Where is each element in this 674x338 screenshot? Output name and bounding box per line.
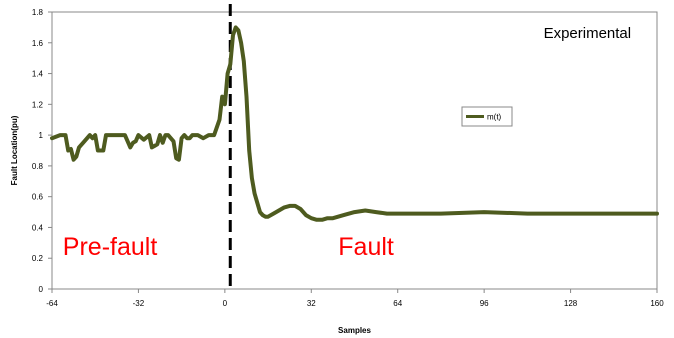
x-axis-label: Samples	[338, 326, 371, 335]
y-tick-label: 1.4	[32, 70, 44, 79]
series-line-m-t	[50, 25, 659, 222]
y-tick-label: 1	[39, 131, 44, 140]
y-tick-label: 0.6	[32, 193, 44, 202]
x-tick-label: 128	[564, 299, 578, 308]
x-tick-label: 64	[393, 299, 402, 308]
y-tick-label: 0.4	[32, 223, 44, 232]
y-tick-label: 1.6	[32, 39, 44, 48]
y-tick-label: 1.2	[32, 100, 44, 109]
x-tick-label: -32	[133, 299, 145, 308]
x-tick-label: 160	[650, 299, 664, 308]
legend-box	[461, 106, 513, 127]
y-axis-label: Fault Location(pu)	[10, 115, 19, 185]
x-tick-label: 96	[480, 299, 489, 308]
y-tick-label: 0.2	[32, 254, 44, 263]
x-tick-label: 32	[307, 299, 316, 308]
x-tick-label: -64	[46, 299, 58, 308]
legend-entry-m-t: m(t)	[487, 113, 502, 122]
pre-fault-label: Pre-fault	[63, 233, 158, 261]
plot-area-frame	[51, 11, 658, 290]
fault-label: Fault	[338, 233, 394, 261]
y-tick-label: 0	[39, 285, 44, 294]
experimental-label: Experimental	[544, 25, 632, 42]
y-tick-label: 1.8	[32, 8, 44, 17]
x-tick-label: 0	[223, 299, 228, 308]
y-tick-label: 0.8	[32, 162, 44, 171]
